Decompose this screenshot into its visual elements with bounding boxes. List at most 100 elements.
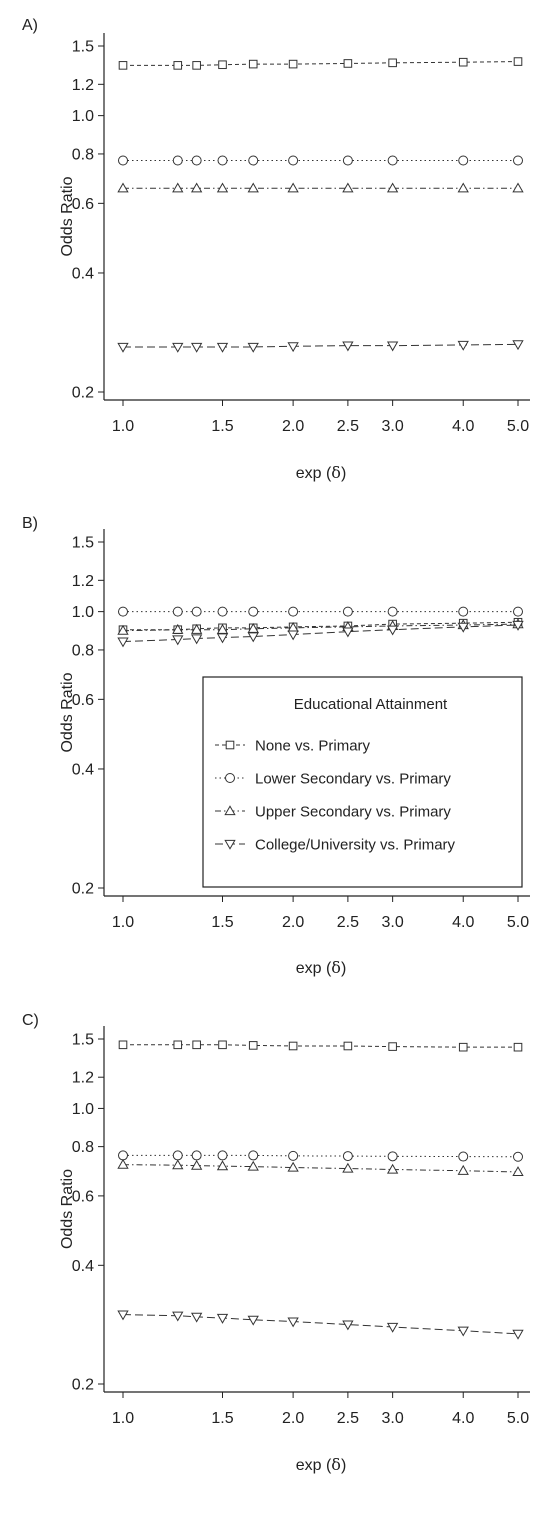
y-axis-title: Odds Ratio [59, 176, 76, 256]
data-point [172, 1311, 184, 1322]
data-point [217, 1150, 228, 1161]
data-point [458, 1151, 469, 1162]
data-point [172, 342, 184, 353]
data-point [218, 60, 227, 70]
data-point [386, 341, 399, 352]
panel-label: A) [22, 17, 38, 34]
data-point [513, 57, 523, 66]
data-point [342, 155, 353, 166]
data-point [287, 1161, 299, 1172]
data-point [287, 1317, 299, 1328]
data-point [248, 155, 259, 166]
data-point [216, 342, 229, 353]
data-point [513, 1151, 523, 1162]
x-axis-title-symbol: δ [331, 463, 341, 482]
data-point [191, 155, 202, 166]
data-point [343, 1041, 353, 1051]
y-tick-label: 1.2 [72, 573, 94, 590]
x-axis-title-prefix: exp ( [296, 960, 332, 977]
data-point [247, 182, 259, 193]
series-square [118, 57, 523, 70]
y-tick-label: 0.2 [72, 385, 94, 402]
data-point [457, 340, 469, 351]
x-tick-label: 5.0 [507, 418, 529, 435]
data-point [172, 635, 184, 646]
legend-marker [224, 805, 236, 816]
data-point [172, 1150, 183, 1161]
x-tick-label: 1.5 [211, 418, 233, 435]
data-point [458, 606, 469, 617]
y-tick-label: 0.8 [72, 146, 94, 163]
legend: Educational Attainment None vs. Primary Lo… [202, 676, 523, 888]
data-point [117, 624, 129, 635]
series-triangle-down [117, 340, 524, 353]
y-tick-label: 1.5 [72, 535, 94, 552]
data-point [117, 182, 129, 193]
series-triangle-down [117, 1310, 524, 1340]
x-tick-label: 4.0 [452, 914, 474, 931]
data-point [190, 1159, 203, 1170]
data-point [458, 57, 468, 67]
data-point [191, 606, 202, 617]
legend-label: Lower Secondary vs. Primary [255, 771, 451, 788]
data-point [247, 342, 259, 353]
data-point [388, 58, 397, 68]
series-triangle-up [117, 182, 524, 193]
legend-entry: Upper Secondary vs. Primary [215, 804, 451, 821]
data-point [172, 155, 183, 166]
data-point [118, 1040, 128, 1050]
x-tick-label: 2.0 [282, 1410, 304, 1427]
series-line [122, 1164, 519, 1173]
x-tick-label: 2.5 [337, 418, 359, 435]
data-point [342, 606, 353, 617]
data-point [512, 1166, 524, 1177]
data-point [457, 1164, 469, 1175]
data-point [288, 155, 299, 166]
x-axis-title: exp (δ) [296, 463, 347, 482]
y-tick-label: 1.5 [72, 39, 94, 56]
data-point [386, 625, 399, 636]
data-point [247, 622, 259, 633]
x-tick-label: 2.5 [337, 914, 359, 931]
chart-panel-2: B) 0.2 0.4 0.6 0.8 1.0 1.2 1.5 1.0 1.5 2.0 2.5 3.0 4.… [22, 515, 530, 977]
x-tick-label: 5.0 [507, 914, 529, 931]
series-line [122, 1314, 519, 1335]
data-point [248, 606, 259, 617]
data-point [190, 182, 203, 193]
data-point [287, 342, 299, 353]
data-point [216, 633, 229, 644]
data-point [288, 1150, 299, 1161]
panel-label: B) [22, 515, 38, 532]
panel-label: C) [22, 1012, 39, 1029]
data-point [216, 182, 229, 193]
legend-entry: None vs. Primary [215, 738, 371, 755]
x-tick-label: 3.0 [382, 914, 404, 931]
x-axis-title-prefix: exp ( [296, 1457, 332, 1474]
x-tick-label: 3.0 [382, 418, 404, 435]
legend-marker [224, 839, 236, 850]
y-tick-label: 1.0 [72, 604, 94, 621]
x-axis-title-suffix: ) [341, 960, 346, 977]
series-line [123, 61, 519, 66]
series-circle [118, 155, 523, 166]
chart-panel-3: C) 0.2 0.4 0.6 0.8 1.0 1.2 1.5 1.0 1.5 2.0 2.5 3.0 4.… [22, 1012, 530, 1474]
data-point [512, 340, 524, 351]
data-point [216, 623, 229, 634]
x-tick-label: 1.0 [112, 418, 134, 435]
x-tick-label: 2.0 [282, 418, 304, 435]
data-point [342, 1320, 354, 1331]
legend-marker [225, 773, 235, 783]
y-axis-title: Odds Ratio [59, 1169, 76, 1249]
x-tick-label: 4.0 [452, 418, 474, 435]
legend-marker [225, 740, 235, 750]
x-axis-title-symbol: δ [331, 958, 341, 977]
data-point [192, 1040, 201, 1050]
data-point [342, 1151, 353, 1162]
data-point [117, 342, 129, 353]
data-point [117, 1310, 129, 1321]
data-point [513, 155, 523, 166]
y-tick-label: 0.4 [72, 265, 94, 282]
data-point [118, 61, 128, 70]
legend-label: Upper Secondary vs. Primary [255, 804, 451, 821]
y-tick-label: 1.2 [72, 1070, 94, 1087]
